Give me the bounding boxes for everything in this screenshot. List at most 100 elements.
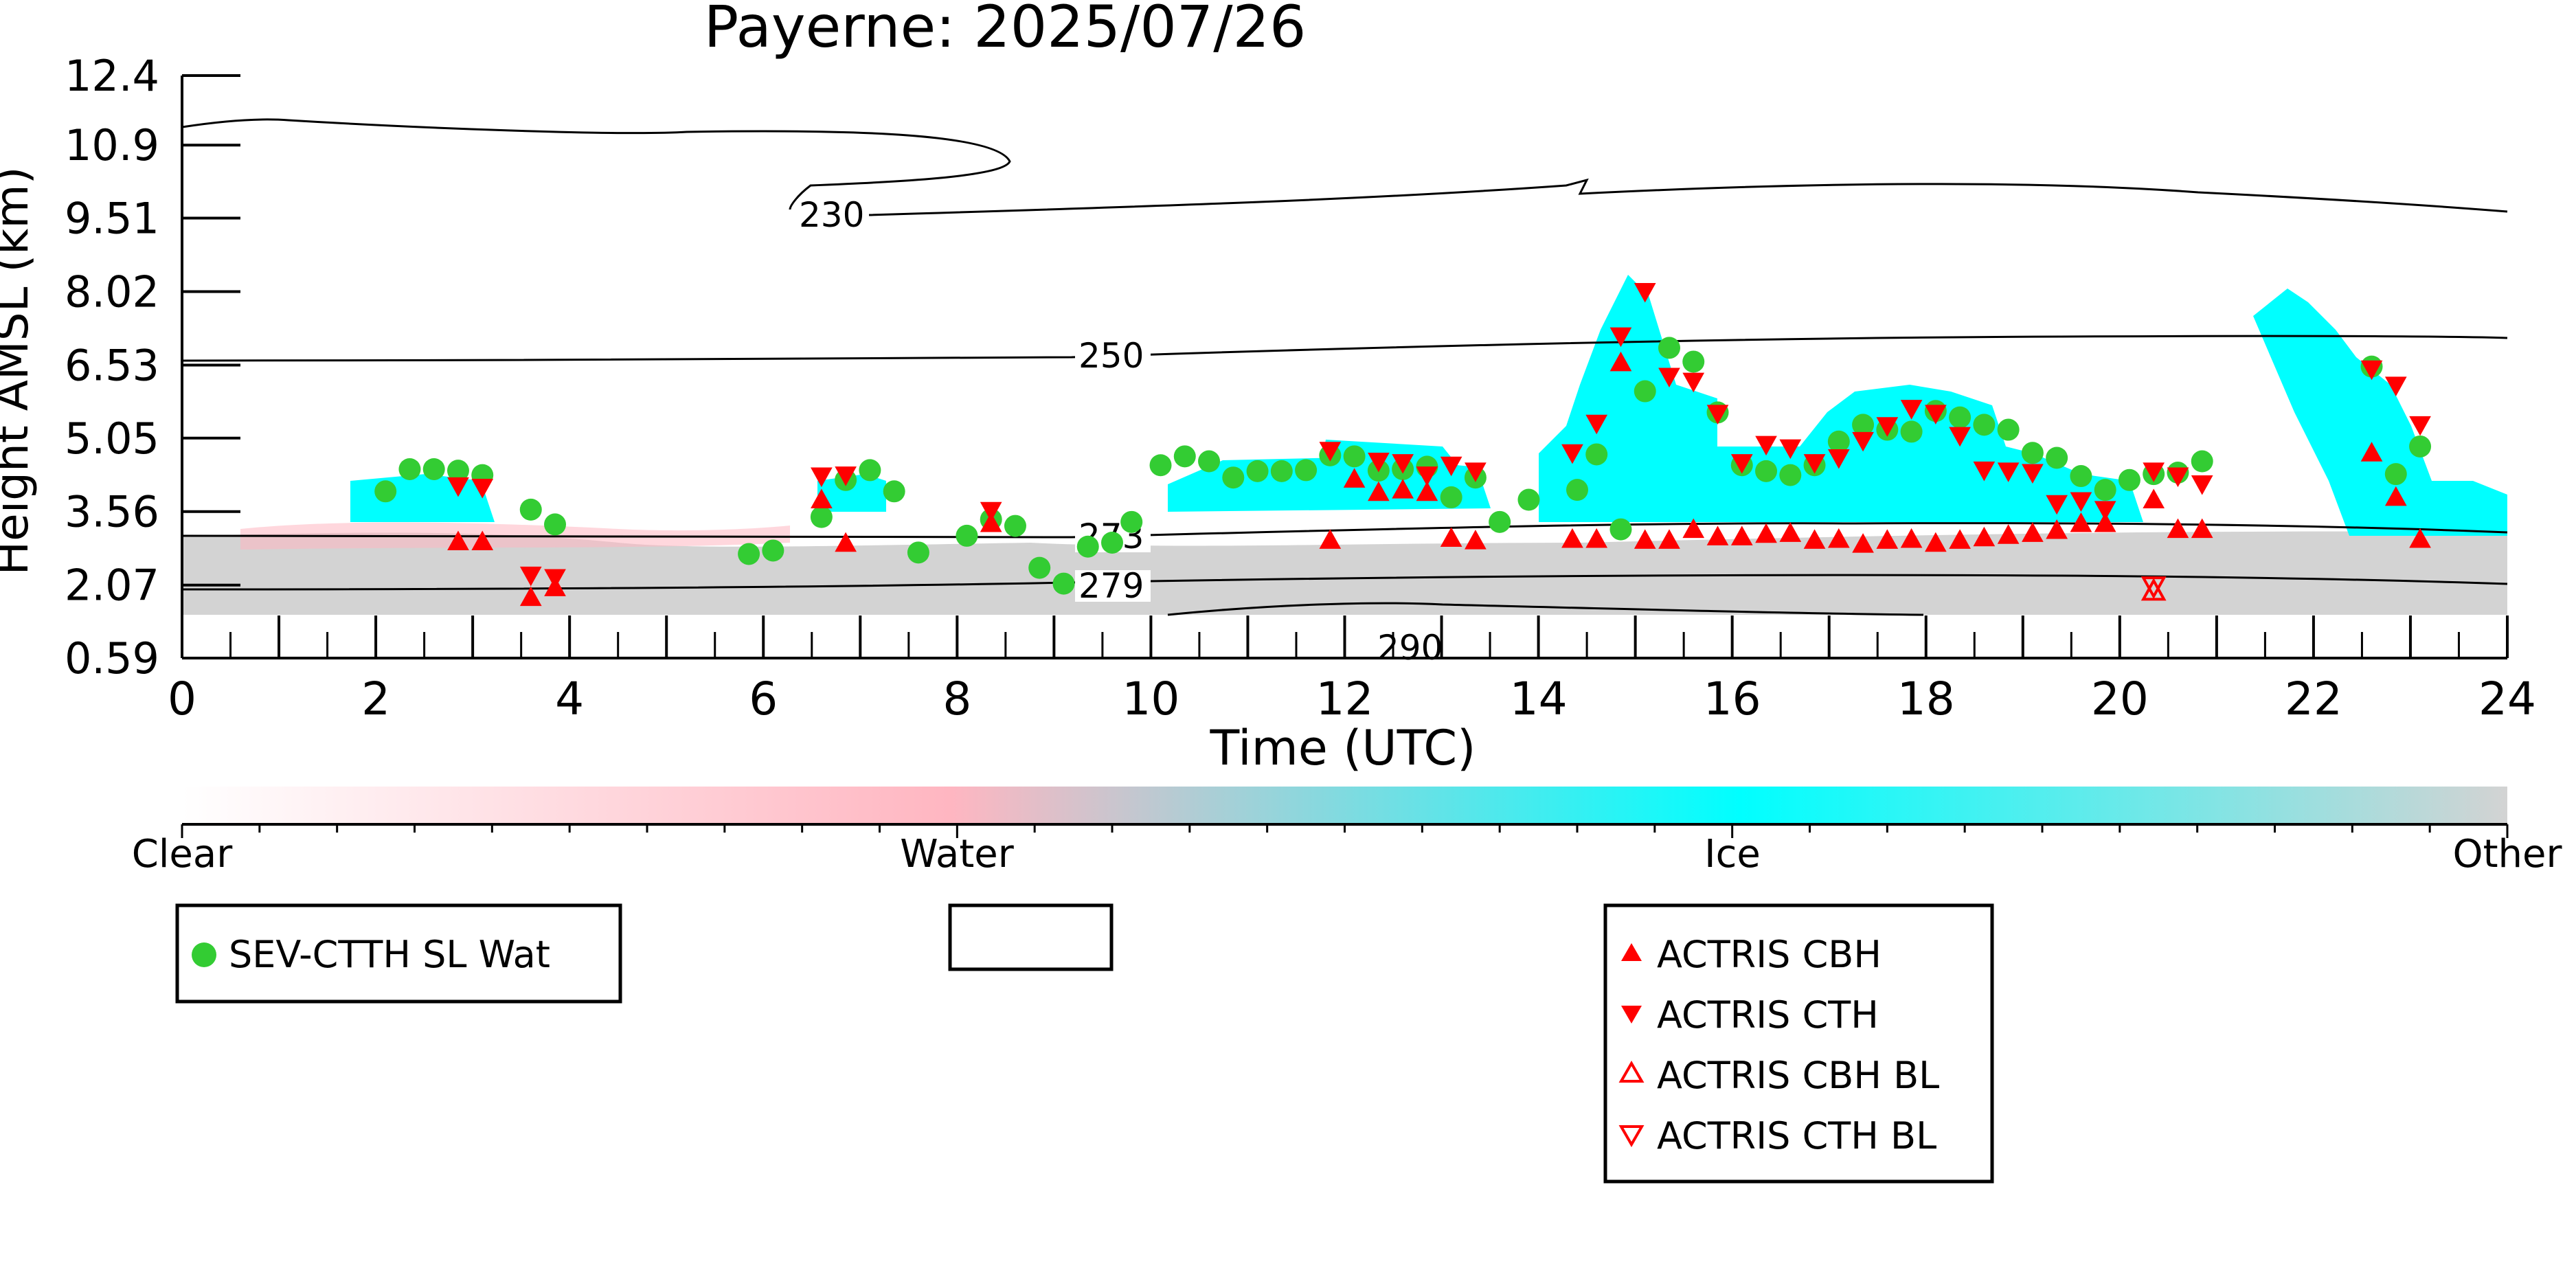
data-point-cth: [2384, 376, 2407, 396]
data-point-cth: [2046, 495, 2068, 515]
data-point-cth: [1658, 368, 1680, 388]
data-point-cbh: [1925, 532, 1947, 552]
legend-entry: ACTRIS CBH BL: [1657, 1054, 1939, 1097]
data-point-cth: [2070, 492, 2092, 512]
data-point-cth: [519, 566, 542, 587]
y-tick-label: 6.53: [65, 340, 159, 390]
data-point-cbh: [835, 532, 857, 552]
data-point-sev-ctth: [1949, 406, 1971, 429]
data-point-cbh: [2143, 488, 2165, 509]
data-point-cth: [1876, 417, 1899, 437]
data-point-cth: [1997, 462, 2020, 482]
contour-line: [868, 178, 2508, 216]
data-point-cbh: [1368, 481, 1390, 501]
data-point-cbh: [1440, 527, 1462, 547]
colorbar-label-ice: Ice: [1704, 832, 1761, 877]
data-point-cbh: [2070, 512, 2092, 532]
data-point-cth: [1803, 454, 1826, 474]
data-point-cbh: [1730, 526, 1753, 545]
data-point-sev-ctth: [1585, 443, 1608, 466]
y-tick-label: 8.02: [65, 267, 159, 317]
data-point-sev-ctth: [422, 457, 445, 480]
data-point-sev-ctth: [1634, 380, 1656, 403]
data-point-sev-ctth: [1222, 466, 1245, 489]
x-tick-label: 8: [942, 673, 971, 725]
data-point-cbh: [1973, 526, 1996, 547]
data-point-cbh: [1465, 530, 1487, 550]
data-point-cth: [2094, 501, 2116, 521]
data-point-sev-ctth: [1852, 414, 1875, 436]
data-point-sev-ctth: [1052, 572, 1075, 595]
data-point-cth: [1585, 414, 1608, 435]
data-point-cbh: [1949, 529, 1971, 549]
plot-area: [182, 275, 2507, 615]
contour-labels: 230 250 273 279 290: [797, 195, 1449, 668]
data-point-sev-ctth: [2384, 463, 2407, 486]
data-point-cth: [1416, 466, 1438, 486]
x-axis-ticks: 0 2 4 6 8 10 12 14 16 18 20 22 24: [168, 615, 2536, 725]
data-point-cth: [1392, 454, 1414, 474]
data-point-sev-ctth: [1076, 535, 1099, 558]
data-point-cth: [1852, 431, 1874, 452]
y-tick-label: 5.05: [65, 414, 159, 464]
y-tick-label: 3.56: [65, 487, 159, 537]
legend-marker-triangle-down: [1621, 1006, 1642, 1024]
data-point-cbh: [1416, 481, 1438, 501]
data-point-sev-ctth: [374, 480, 397, 503]
contour-label: 290: [1377, 628, 1443, 668]
data-point-sev-ctth: [1900, 420, 1923, 443]
data-point-cth: [1925, 405, 1947, 425]
data-point-sev-ctth: [1343, 445, 1366, 468]
data-point-sev-ctth: [1658, 337, 1680, 359]
data-point-sev-ctth: [1609, 518, 1632, 541]
data-point-sev-ctth: [2118, 468, 2140, 491]
data-point-cth: [1949, 427, 1971, 447]
x-tick-label: 12: [1316, 673, 1374, 725]
data-point-sev-ctth: [2046, 447, 2068, 469]
data-point-cth: [1730, 454, 1753, 474]
data-point-cth: [2191, 475, 2213, 495]
colorbar-gradient: [182, 787, 2507, 824]
x-tick-label: 24: [2478, 673, 2536, 725]
data-markers: [374, 283, 2432, 607]
data-point-cth: [1561, 444, 1583, 464]
data-point-cbh: [811, 488, 833, 509]
y-tick-label: 10.9: [65, 120, 159, 170]
y-tick-label: 12.4: [65, 51, 159, 101]
data-point-cth: [1682, 372, 1705, 393]
data-point-cbh: [1997, 524, 2020, 544]
data-point-sev-ctth: [2070, 465, 2092, 488]
temperature-contours: [181, 118, 2508, 616]
chart-title: Payerne: 2025/07/26: [704, 0, 1307, 60]
contour-label: 230: [799, 195, 864, 235]
legend-marker-triangle-up: [1621, 943, 1642, 961]
y-tick-label: 9.51: [65, 194, 159, 244]
contour-label: 250: [1078, 336, 1144, 376]
data-point-cth: [980, 501, 1002, 522]
legend-marker-triangle-up-open: [1618, 1060, 1645, 1083]
data-point-sev-ctth: [2021, 442, 2044, 464]
data-point-cbh: [2191, 518, 2213, 539]
legend-empty: [948, 903, 1114, 971]
data-point-cbh: [1803, 529, 1826, 549]
colorbar-label-water: Water: [900, 832, 1015, 877]
data-point-cbh: [1392, 479, 1414, 499]
x-tick-label: 18: [1897, 673, 1955, 725]
contour-line: [181, 522, 2508, 539]
x-tick-label: 10: [1122, 673, 1179, 725]
data-point-cth: [1465, 462, 1487, 482]
data-point-sev-ctth: [738, 543, 760, 565]
data-point-sev-ctth: [956, 524, 978, 547]
legend-entry: SEV-CTTH SL Wat: [229, 933, 550, 976]
data-point-cbh: [1343, 468, 1366, 488]
contour-line: [181, 118, 1011, 210]
data-point-cbh: [2140, 578, 2167, 601]
data-point-sev-ctth: [519, 498, 542, 521]
data-point-cbh: [1658, 529, 1680, 549]
data-point-cbh: [2360, 442, 2383, 462]
data-point-cth: [2143, 462, 2165, 482]
data-point-cbh: [519, 586, 542, 607]
data-point-sev-ctth: [810, 506, 833, 528]
colorbar-ticks: [181, 824, 2509, 838]
legend-entry: ACTRIS CTH BL: [1657, 1114, 1936, 1157]
